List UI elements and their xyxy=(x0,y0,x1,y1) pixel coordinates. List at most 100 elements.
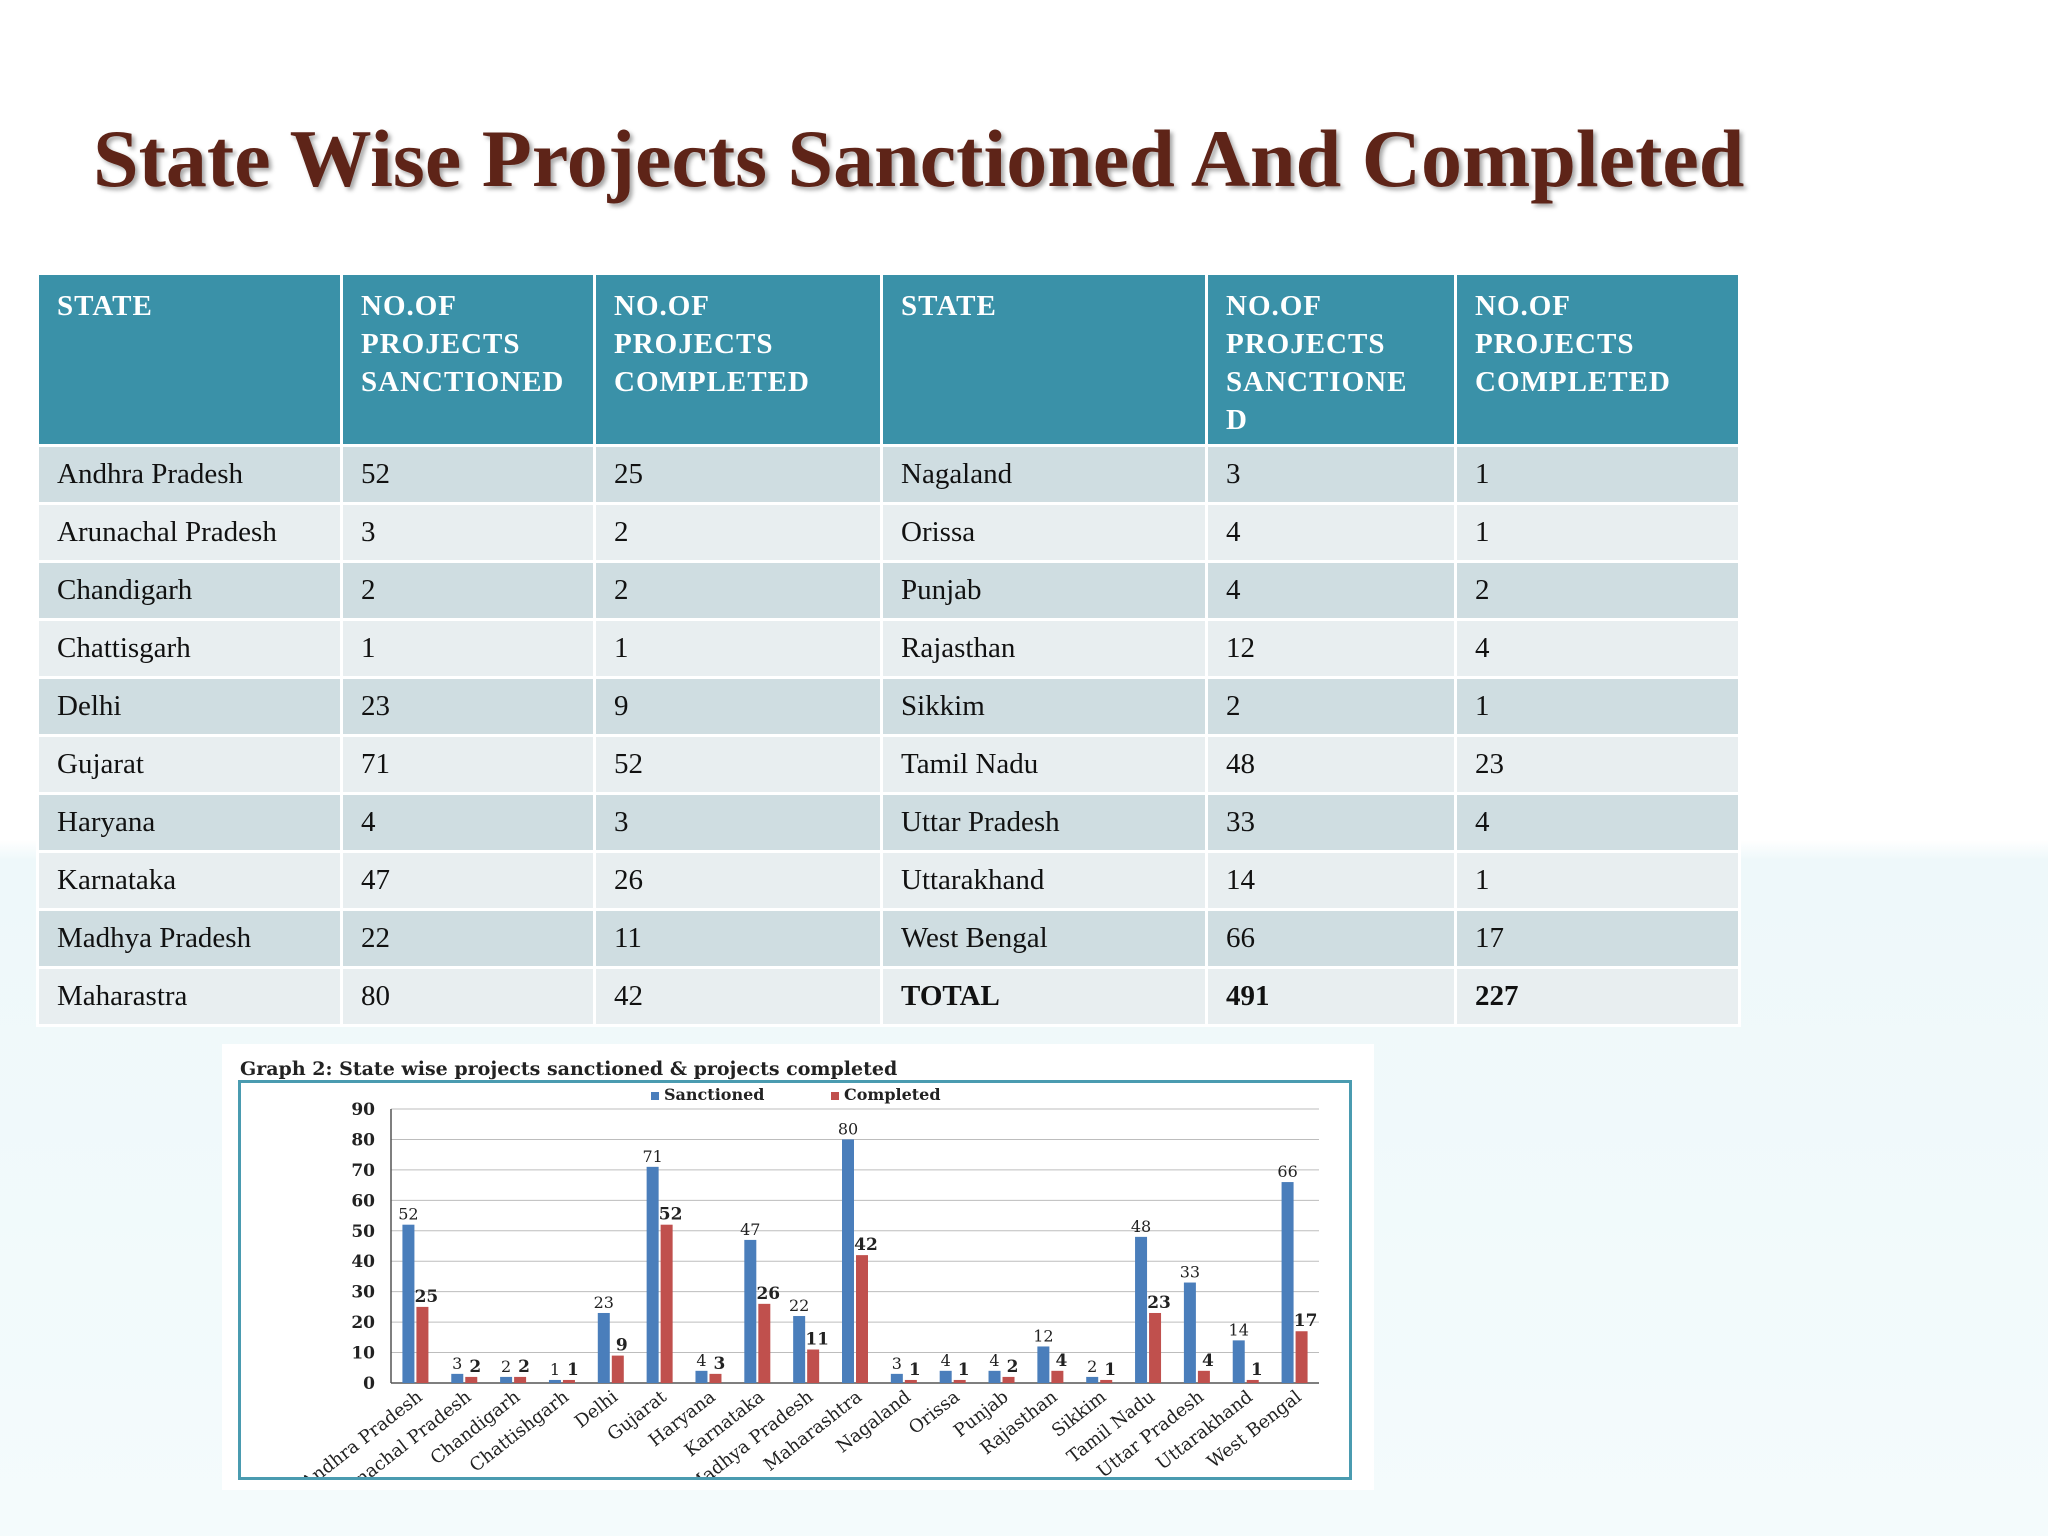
bar-completed xyxy=(1002,1376,1015,1383)
table-cell: 23 xyxy=(340,676,596,737)
data-label-completed: 1 xyxy=(567,1360,579,1380)
data-label-completed: 25 xyxy=(415,1287,439,1307)
table-cell: Uttarakhand xyxy=(880,850,1208,911)
bar-completed xyxy=(807,1349,820,1383)
data-label-completed: 11 xyxy=(805,1330,829,1350)
header-completed-left: NO.OF PROJECTS COMPLETED xyxy=(593,272,883,447)
bar-sanctioned xyxy=(597,1312,610,1383)
header-sanctioned-left: NO.OF PROJECTS SANCTIONED xyxy=(340,272,596,447)
table-row: Chandigarh 2 2 Punjab 4 2 xyxy=(36,560,1741,621)
bar-completed xyxy=(1197,1370,1210,1383)
data-label-sanctioned: 22 xyxy=(789,1296,809,1315)
bar-completed xyxy=(1246,1379,1259,1383)
table-cell: Nagaland xyxy=(880,444,1208,505)
legend-label-sanctioned: Sanctioned xyxy=(664,1085,764,1104)
table-cell: 1 xyxy=(593,618,883,679)
data-label-sanctioned: 2 xyxy=(1087,1357,1097,1376)
table-cell: 4 xyxy=(340,792,596,853)
table-cell: 1 xyxy=(340,618,596,679)
data-label-sanctioned: 48 xyxy=(1131,1217,1151,1236)
table-row: Madhya Pradesh 22 11 West Bengal 66 17 xyxy=(36,908,1741,969)
table-cell: Maharastra xyxy=(36,966,343,1027)
table-cell: 22 xyxy=(340,908,596,969)
data-label-sanctioned: 4 xyxy=(941,1351,951,1370)
table-cell: 71 xyxy=(340,734,596,795)
table-cell: 42 xyxy=(593,966,883,1027)
table-cell: Chandigarh xyxy=(36,560,343,621)
bar-sanctioned xyxy=(890,1373,903,1383)
header-sanctioned-right: NO.OF PROJECTS SANCTIONE D xyxy=(1205,272,1457,447)
table-cell: 47 xyxy=(340,850,596,911)
bar-chart: Sanctioned Completed 0 10 20 30 40 50 60 70 80 90 52… xyxy=(297,1085,1319,1511)
table-cell: Madhya Pradesh xyxy=(36,908,343,969)
data-label-completed: 42 xyxy=(854,1235,878,1255)
graph-image: Graph 2: State wise projects sanctioned … xyxy=(222,1044,1374,1511)
data-label-sanctioned: 80 xyxy=(838,1119,858,1138)
table-cell: 227 xyxy=(1454,966,1741,1027)
data-label-completed: 3 xyxy=(714,1354,726,1374)
y-tick-label: 70 xyxy=(351,1161,375,1181)
table-cell: 1 xyxy=(1454,676,1741,737)
slide-title: State Wise Projects Sanctioned And Compl… xyxy=(93,113,1745,204)
bar-sanctioned xyxy=(1086,1376,1099,1383)
table-cell: 2 xyxy=(1454,560,1741,621)
table-cell: Haryana xyxy=(36,792,343,853)
y-tick-label: 30 xyxy=(351,1283,375,1303)
table-cell: 2 xyxy=(593,502,883,563)
data-label-sanctioned: 12 xyxy=(1033,1326,1053,1345)
y-tick-label: 0 xyxy=(363,1374,375,1394)
bar-sanctioned xyxy=(793,1316,806,1383)
data-label-sanctioned: 4 xyxy=(989,1351,999,1370)
table-cell: West Bengal xyxy=(880,908,1208,969)
bar-completed xyxy=(758,1303,771,1383)
table-cell: 11 xyxy=(593,908,883,969)
table-cell: 52 xyxy=(340,444,596,505)
data-label-sanctioned: 4 xyxy=(696,1351,706,1370)
bar-completed xyxy=(1295,1331,1308,1383)
table-cell: 491 xyxy=(1205,966,1457,1027)
bar-sanctioned xyxy=(1037,1346,1050,1383)
bar-completed xyxy=(562,1379,575,1383)
data-label-sanctioned: 66 xyxy=(1277,1162,1297,1181)
data-label-completed: 4 xyxy=(1055,1351,1067,1371)
y-tick-label: 20 xyxy=(351,1313,375,1333)
table-cell: Gujarat xyxy=(36,734,343,795)
bar-completed xyxy=(1149,1312,1162,1383)
table-cell: 23 xyxy=(1454,734,1741,795)
data-label-completed: 26 xyxy=(756,1284,780,1304)
bar-completed xyxy=(1051,1370,1064,1383)
data-label-completed: 1 xyxy=(909,1360,921,1380)
table-cell: 52 xyxy=(593,734,883,795)
data-label-sanctioned: 3 xyxy=(892,1354,902,1373)
table-cell: 66 xyxy=(1205,908,1457,969)
table-cell: 12 xyxy=(1205,618,1457,679)
header-state-left: STATE xyxy=(36,272,343,447)
table-cell: Andhra Pradesh xyxy=(36,444,343,505)
table-cell: TOTAL xyxy=(880,966,1208,1027)
bar-completed xyxy=(416,1306,429,1383)
bar-sanctioned xyxy=(744,1239,757,1383)
table-cell: Arunachal Pradesh xyxy=(36,502,343,563)
data-label-completed: 2 xyxy=(518,1357,530,1377)
bar-completed xyxy=(856,1255,868,1383)
table-cell: 9 xyxy=(593,676,883,737)
table-cell: Chattisgarh xyxy=(36,618,343,679)
table-cell: 2 xyxy=(593,560,883,621)
bar-completed xyxy=(465,1376,478,1383)
table-cell: 17 xyxy=(1454,908,1741,969)
table-cell: 25 xyxy=(593,444,883,505)
data-label-completed: 17 xyxy=(1294,1311,1318,1331)
data-label-sanctioned: 71 xyxy=(642,1147,662,1166)
y-tick-label: 10 xyxy=(351,1344,375,1364)
table-cell: Rajasthan xyxy=(880,618,1208,679)
table-cell: Delhi xyxy=(36,676,343,737)
y-tick-label: 80 xyxy=(351,1130,375,1150)
graph-title: Graph 2: State wise projects sanctioned … xyxy=(240,1058,898,1080)
table-row: Chattisgarh 1 1 Rajasthan 12 4 xyxy=(36,618,1741,679)
data-label-sanctioned: 52 xyxy=(398,1205,418,1224)
table-cell: 3 xyxy=(593,792,883,853)
data-label-completed: 23 xyxy=(1147,1293,1171,1313)
y-tick-label: 60 xyxy=(351,1191,375,1211)
header-state-right: STATE xyxy=(880,272,1208,447)
y-tick-label: 40 xyxy=(351,1252,375,1272)
